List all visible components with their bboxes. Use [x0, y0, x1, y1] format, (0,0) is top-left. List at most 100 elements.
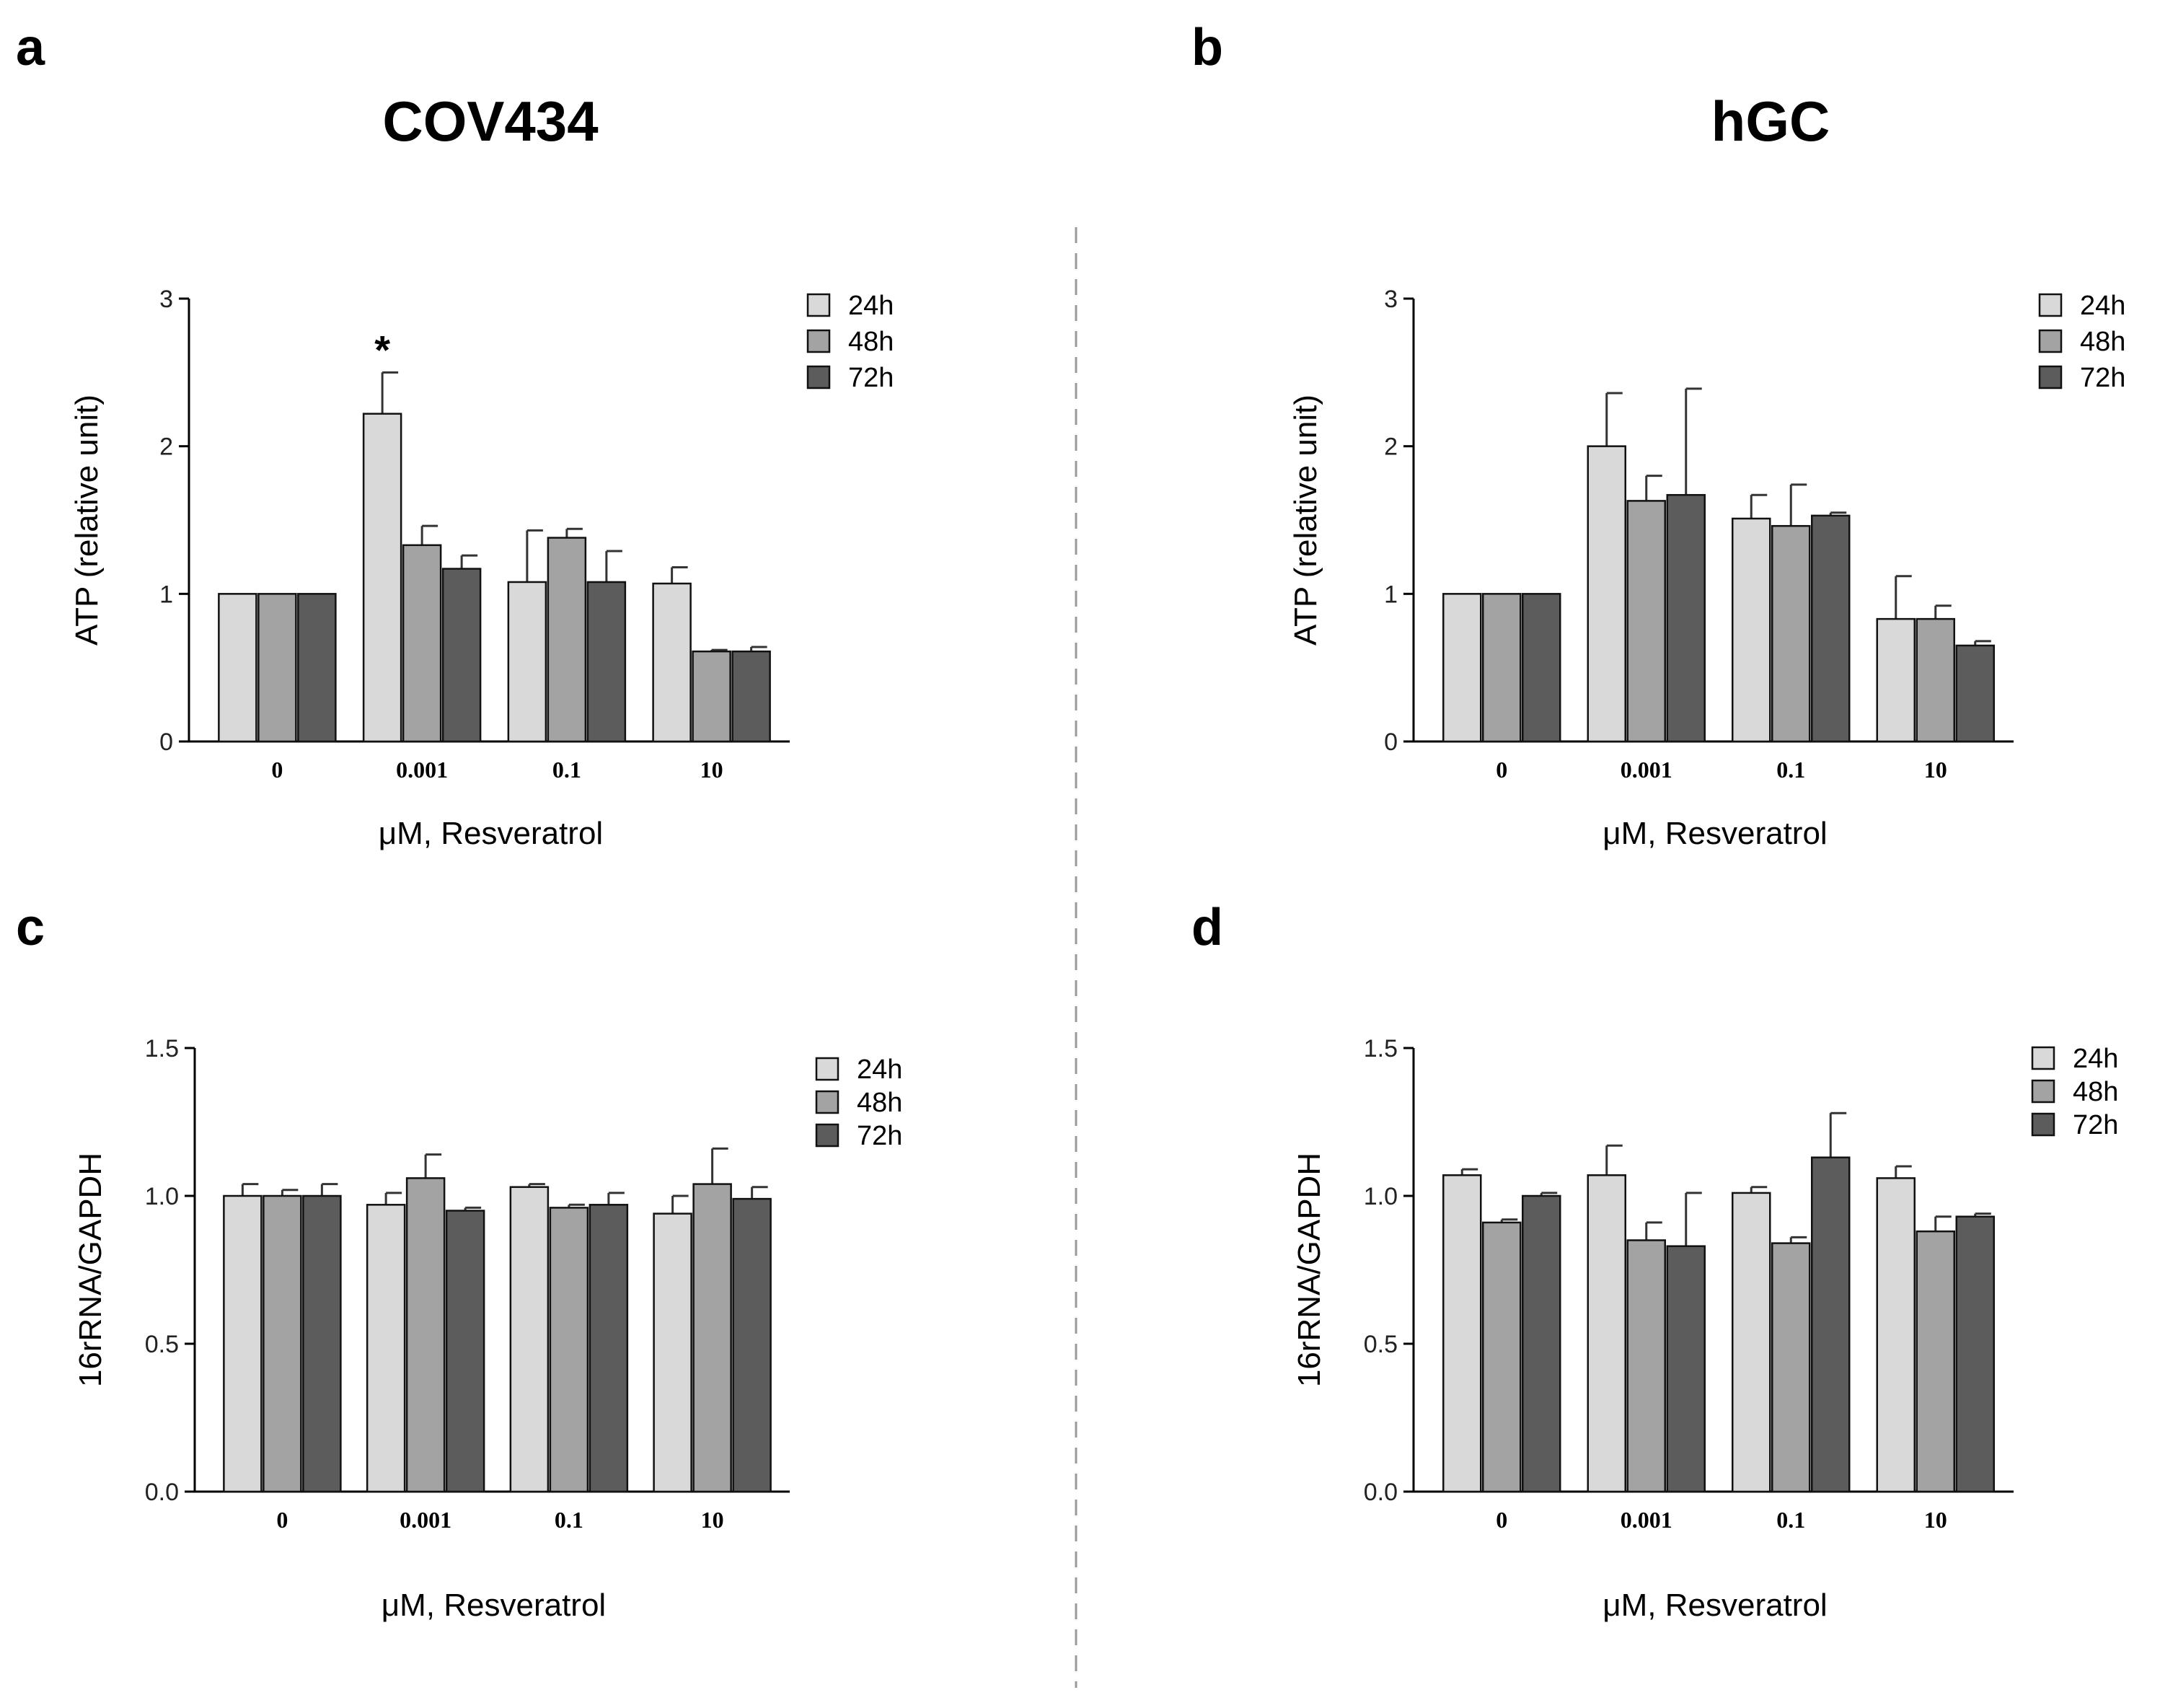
legend-swatch-48h — [815, 1090, 839, 1114]
panel-b: b 0 1 2 3 ATP (relative unit) μM, Resveratrol 0… — [1191, 19, 2125, 851]
legend-label-72h: 72h — [848, 363, 894, 393]
legend-label-24h: 24h — [857, 1055, 902, 1085]
bar-48h-0.1 — [1771, 1242, 1811, 1493]
legend-label-48h: 48h — [857, 1088, 902, 1118]
bar-48h-0.001 — [1626, 500, 1666, 743]
legend-swatch-72h — [2038, 365, 2063, 389]
bar-72h-0 — [302, 1194, 342, 1493]
bar-48h-0.001 — [405, 1177, 446, 1493]
x-axis-title: μM, Resveratrol — [382, 1588, 606, 1623]
bar-72h-10 — [1955, 644, 1995, 743]
y-tick-label: 1.0 — [1364, 1183, 1398, 1210]
y-tick-label: 2 — [159, 433, 173, 461]
bar-72h-10 — [1955, 1215, 1995, 1493]
x-tick-label: 0 — [1496, 1507, 1507, 1533]
bar-72h-0.1 — [1811, 1156, 1851, 1493]
legend-label-48h: 48h — [2080, 327, 2125, 357]
bar-24h-10 — [652, 582, 692, 743]
y-tick-label: 1.5 — [1364, 1035, 1398, 1062]
x-tick-label: 0 — [271, 757, 283, 783]
x-tick-label: 0.001 — [1621, 757, 1672, 783]
bar-48h-0 — [1482, 1221, 1522, 1493]
x-tick-label: 0.1 — [1776, 1507, 1805, 1533]
bar-72h-0.001 — [441, 568, 482, 743]
x-tick-label: 0.1 — [1776, 757, 1805, 783]
bar-24h-0 — [1442, 593, 1482, 743]
bar-48h-0.001 — [1626, 1239, 1666, 1493]
bar-72h-0.1 — [1811, 514, 1851, 743]
bar-72h-0.1 — [586, 581, 627, 743]
legend-label-48h: 48h — [848, 327, 894, 357]
bar-24h-0.1 — [1732, 1192, 1771, 1493]
bar-72h-10 — [731, 650, 771, 743]
y-tick-label: 0.5 — [145, 1331, 179, 1358]
bar-24h-10 — [1876, 1177, 1916, 1493]
bar-72h-0.001 — [1666, 1245, 1706, 1493]
bar-48h-10 — [1916, 1230, 1955, 1493]
y-tick-label: 2 — [1384, 433, 1398, 461]
x-axis-title: μM, Resveratrol — [379, 816, 603, 851]
y-axis-title: ATP (relative unit) — [69, 395, 105, 646]
bar-24h-10 — [1876, 617, 1916, 743]
x-tick-label: 10 — [1924, 757, 1947, 783]
bar-48h-0 — [257, 593, 297, 743]
panel-a: a 0 1 2 3 ATP (relative unit) μM, Resveratrol 0… — [16, 19, 894, 851]
y-tick-label: 0.0 — [1364, 1479, 1398, 1506]
panel-c: c 0.0 0.5 1.0 1.5 16rRNA/GAPDH μM, Resveratrol… — [16, 899, 902, 1623]
y-tick-label: 0.5 — [1364, 1331, 1398, 1358]
x-tick-label: 0 — [276, 1507, 288, 1533]
legend-label-24h: 24h — [2080, 291, 2125, 321]
bar-48h-0 — [263, 1194, 302, 1493]
x-tick-label: 0.001 — [400, 1507, 451, 1533]
y-axis-title: 16rRNA/GAPDH — [1292, 1153, 1327, 1387]
x-tick-label: 10 — [700, 757, 723, 783]
bar-48h-10 — [692, 650, 731, 743]
bar-24h-0.1 — [1732, 517, 1771, 743]
legend-swatch-72h — [806, 365, 831, 389]
panel-label: c — [16, 899, 45, 956]
panel-label: a — [16, 19, 45, 76]
panel-label: b — [1191, 19, 1223, 76]
y-tick-label: 1 — [159, 581, 173, 608]
y-tick-label: 1 — [1384, 581, 1398, 608]
y-tick-label: 1.0 — [145, 1183, 179, 1210]
x-tick-label: 0.001 — [1621, 1507, 1672, 1533]
bar-24h-0 — [218, 593, 257, 743]
legend-swatch-24h — [806, 293, 831, 317]
bar-48h-0.1 — [547, 537, 587, 743]
bar-24h-0.1 — [509, 1186, 550, 1493]
bar-48h-10 — [1916, 617, 1955, 743]
legend-swatch-48h — [2031, 1079, 2055, 1104]
legend: 24h 48h 72h — [2038, 291, 2125, 393]
panels: a 0 1 2 3 ATP (relative unit) μM, Resveratrol 0… — [16, 19, 2125, 1623]
bar-72h-10 — [732, 1197, 772, 1493]
legend-label-24h: 24h — [2073, 1044, 2118, 1074]
bar-24h-0 — [1442, 1174, 1482, 1493]
bar-24h-10 — [653, 1212, 692, 1493]
column-title-hgc: hGC — [1711, 89, 1830, 153]
legend-swatch-48h — [806, 329, 831, 353]
x-tick-label: 0.1 — [552, 757, 581, 783]
bar-48h-0.1 — [549, 1207, 589, 1493]
y-tick-label: 0 — [1384, 728, 1398, 756]
legend-label-72h: 72h — [2073, 1110, 2118, 1140]
bar-24h-0.001 — [1587, 445, 1626, 743]
y-tick-label: 3 — [1384, 286, 1398, 313]
x-tick-label: 0.001 — [396, 757, 448, 783]
legend-swatch-24h — [2031, 1046, 2055, 1070]
legend-swatch-72h — [2031, 1112, 2055, 1137]
legend-swatch-72h — [815, 1123, 839, 1148]
bar-48h-10 — [692, 1183, 732, 1493]
y-tick-label: 1.5 — [145, 1035, 179, 1062]
bar-72h-0 — [297, 593, 337, 743]
legend-swatch-24h — [815, 1057, 839, 1081]
legend-swatch-24h — [2038, 293, 2063, 317]
x-tick-label: 0.1 — [555, 1507, 583, 1533]
panel-d: d 0.0 0.5 1.0 1.5 16rRNA/GAPDH μM, Resveratrol… — [1191, 899, 2118, 1623]
y-tick-label: 0 — [159, 728, 173, 756]
y-tick-label: 3 — [159, 286, 173, 313]
x-tick-label: 0 — [1496, 757, 1507, 783]
bar-48h-0.1 — [1771, 524, 1811, 743]
bar-48h-0 — [1482, 593, 1522, 743]
